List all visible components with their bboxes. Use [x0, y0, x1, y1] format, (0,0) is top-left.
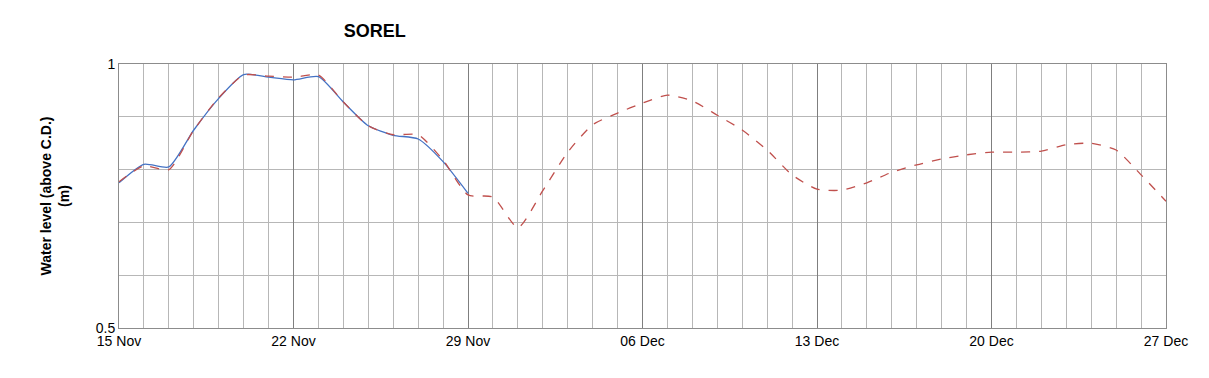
svg-text:06 Dec: 06 Dec: [620, 333, 664, 349]
svg-text:Water level (above C.D.)(m): Water level (above C.D.)(m): [38, 117, 72, 276]
svg-text:1: 1: [107, 56, 115, 72]
svg-text:13 Dec: 13 Dec: [795, 333, 839, 349]
svg-text:20 Dec: 20 Dec: [969, 333, 1013, 349]
svg-text:29 Nov: 29 Nov: [446, 333, 490, 349]
svg-text:27 Dec: 27 Dec: [1144, 333, 1188, 349]
svg-text:SOREL: SOREL: [344, 21, 406, 41]
svg-text:0.5: 0.5: [96, 320, 116, 336]
svg-text:22 Nov: 22 Nov: [271, 333, 315, 349]
svg-text:15 Nov: 15 Nov: [97, 333, 141, 349]
